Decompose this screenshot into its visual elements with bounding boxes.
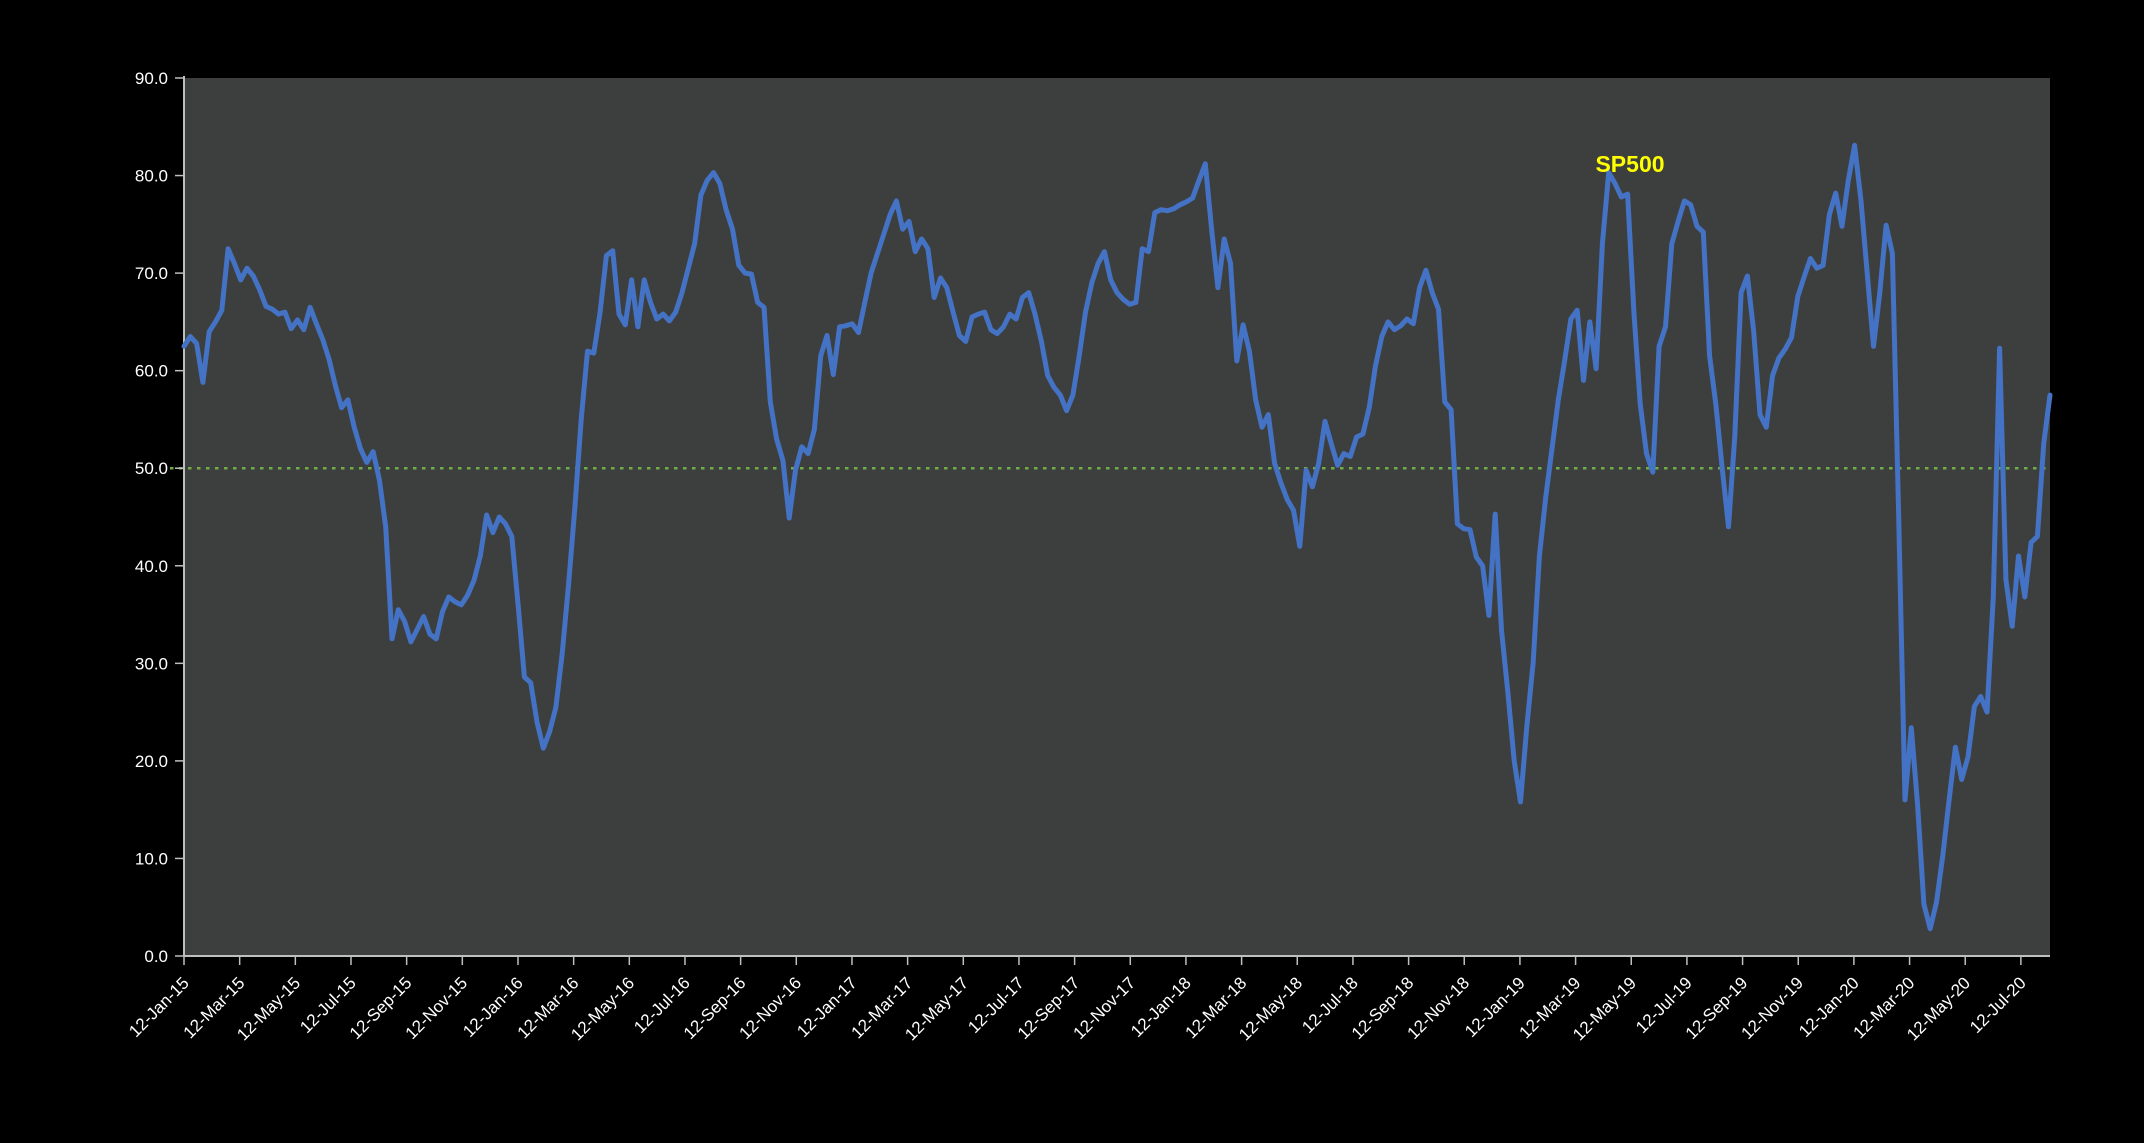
y-axis-tick-label: 20.0 [135, 752, 168, 771]
y-axis-tick-label: 40.0 [135, 557, 168, 576]
plot-area [184, 78, 2050, 956]
x-axis-tick-label: 12-Jul-20 [1966, 973, 2030, 1037]
y-axis-tick-label: 0.0 [144, 947, 168, 966]
y-axis-tick-label: 60.0 [135, 362, 168, 381]
sp500-line-series [181, 142, 2053, 932]
x-axis: 12-Jan-1512-Mar-1512-May-1512-Jul-1512-S… [125, 955, 2050, 1044]
y-axis-tick-label: 30.0 [135, 654, 168, 673]
y-axis: 0.0 10.0 20.0 30.0 40.0 50.0 60.0 70.0 80.0 90.0 [135, 69, 185, 966]
series-label-sp500: SP500 [1595, 151, 1664, 177]
y-axis-tick-label: 50.0 [135, 459, 168, 478]
y-axis-tick-label: 70.0 [135, 264, 168, 283]
y-axis-tick-label: 80.0 [135, 167, 168, 186]
y-axis-tick-label: 10.0 [135, 849, 168, 868]
y-axis-tick-label: 90.0 [135, 69, 168, 88]
